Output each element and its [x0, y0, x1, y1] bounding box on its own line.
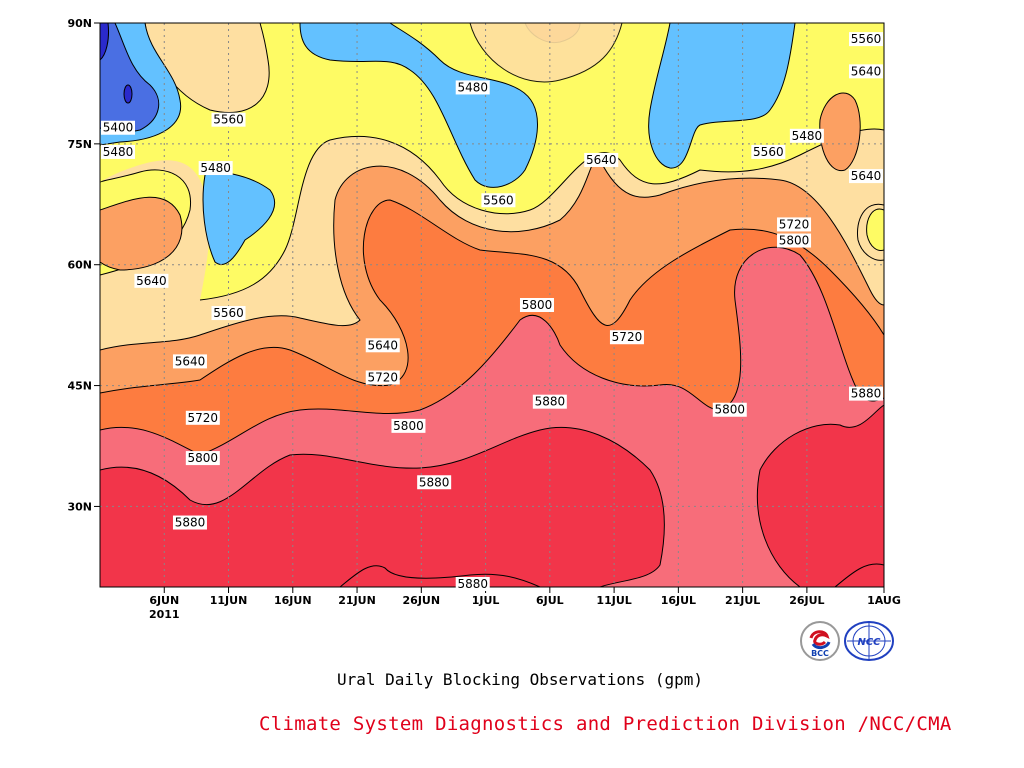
x-tick-label: 1JUL [472, 594, 500, 607]
contour-label: 5640 [849, 64, 883, 79]
contour-label: 5560 [211, 306, 246, 321]
svg-text:5720: 5720 [367, 371, 398, 385]
contour-label: 5880 [849, 386, 883, 401]
contour-label: 5560 [849, 32, 883, 47]
contour-label: 5640 [849, 169, 883, 184]
x-tick-label: 26JUL [789, 594, 824, 607]
svg-text:5800: 5800 [714, 403, 745, 417]
svg-text:5560: 5560 [213, 113, 244, 127]
svg-text:5880: 5880 [175, 516, 206, 530]
svg-text:5480: 5480 [103, 145, 134, 159]
contour-label: 5720 [777, 217, 812, 232]
contour-label: 5720 [609, 330, 644, 345]
contour-label: 5480 [198, 161, 233, 176]
x-tick-year: 2011 [149, 608, 180, 621]
x-tick-label: 11JUN [210, 594, 248, 607]
svg-text:5640: 5640 [586, 153, 617, 167]
svg-text:5720: 5720 [779, 217, 810, 231]
plot-frame [99, 22, 885, 588]
svg-text:5640: 5640 [367, 338, 398, 352]
svg-text:5480: 5480 [200, 161, 231, 175]
svg-text:5480: 5480 [457, 80, 488, 94]
x-tick-label: 16JUL [661, 594, 696, 607]
svg-text:5880: 5880 [851, 387, 882, 401]
contour-label: 5480 [455, 80, 490, 95]
contour-label: 5640 [134, 273, 169, 288]
contour-label: 5880 [417, 475, 452, 490]
svg-text:5640: 5640 [136, 274, 167, 288]
svg-text:5800: 5800 [393, 419, 424, 433]
contour-label: 5880 [455, 577, 490, 591]
x-tick-label: 21JUN [338, 594, 376, 607]
svg-text:5480: 5480 [792, 129, 823, 143]
svg-text:5560: 5560 [483, 193, 514, 207]
x-tick-label: 26JUN [403, 594, 441, 607]
contour-label: 5560 [211, 112, 246, 127]
svg-text:5640: 5640 [851, 64, 882, 78]
contour-label: 5800 [185, 451, 220, 466]
chart-title: Ural Daily Blocking Observations (gpm) [336, 670, 704, 689]
contour-label: 5560 [481, 193, 516, 208]
x-tick-label: 6JUN [149, 594, 179, 607]
contour-label: 5800 [391, 418, 426, 433]
contour-label: 5640 [172, 354, 207, 369]
x-tick-label: 21JUL [725, 594, 760, 607]
svg-text:5800: 5800 [188, 451, 219, 465]
svg-text:5640: 5640 [851, 169, 882, 183]
contour-labels: 5400 5480 5560 5480 5640 5560 5640 5720 5800 5880… [101, 32, 883, 591]
svg-text:5720: 5720 [612, 330, 643, 344]
bcc-logo: BCC [799, 620, 841, 666]
contour-label: 5800 [777, 233, 812, 248]
contour-label: 5480 [789, 128, 824, 143]
svg-text:5800: 5800 [779, 234, 810, 248]
y-tick-label: 90N [67, 17, 92, 30]
svg-text:5640: 5640 [175, 354, 206, 368]
contour-label: 5800 [519, 298, 554, 312]
contour-label: 5720 [185, 410, 220, 425]
contour-label: 5880 [172, 515, 207, 530]
contour-label: 5560 [751, 144, 786, 159]
contour-label: 5880 [532, 394, 567, 409]
x-tick-label: 11JUL [596, 594, 631, 607]
y-tick-label: 45N [67, 380, 92, 393]
svg-text:5800: 5800 [522, 298, 553, 312]
svg-text:5880: 5880 [535, 395, 566, 409]
svg-text:NCC: NCC [857, 637, 881, 648]
x-tick-label: 6JUL [536, 594, 564, 607]
svg-text:5720: 5720 [188, 411, 219, 425]
svg-text:5880: 5880 [419, 475, 450, 489]
contour-label: 5720 [365, 370, 400, 385]
x-tick-label: 1AUG [867, 594, 901, 607]
x-tick-label: 16JUN [274, 594, 312, 607]
contour-label: 5640 [584, 152, 619, 167]
svg-text:5560: 5560 [213, 306, 244, 320]
contour-fill [100, 23, 884, 587]
y-tick-label: 75N [67, 138, 92, 151]
credit-text: Climate System Diagnostics and Predictio… [259, 713, 952, 735]
contour-label: 5800 [712, 402, 747, 417]
contour-label: 5640 [365, 338, 400, 353]
ncc-logo: NCC [843, 620, 895, 666]
svg-text:5560: 5560 [851, 32, 882, 46]
y-tick-label: 30N [67, 500, 92, 513]
svg-text:BCC: BCC [811, 649, 829, 658]
contour-label: 5400 [101, 120, 135, 135]
svg-text:5560: 5560 [753, 145, 784, 159]
y-tick-label: 60N [67, 259, 92, 272]
svg-text:5880: 5880 [457, 577, 488, 591]
contour-label: 5480 [101, 144, 135, 159]
svg-text:5400: 5400 [103, 121, 134, 135]
